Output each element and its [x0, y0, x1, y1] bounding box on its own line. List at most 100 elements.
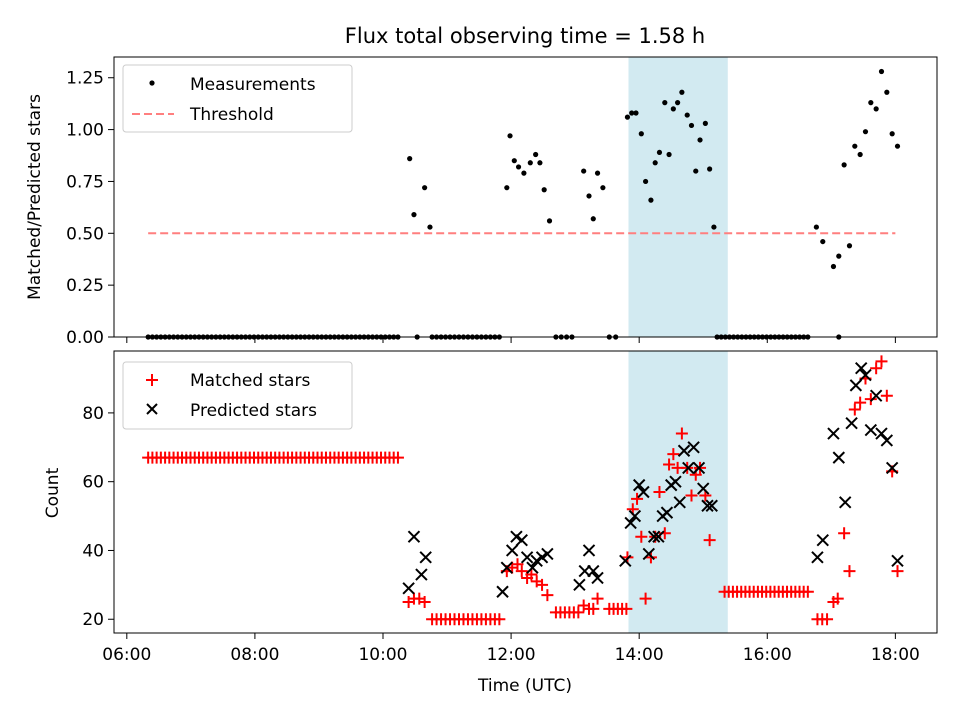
predicted-star-point — [891, 554, 904, 567]
chart-title: Flux total observing time = 1.58 h — [345, 24, 705, 48]
top-y-tick-label: 1.25 — [66, 69, 104, 89]
measurement-point — [149, 334, 155, 340]
matched-star-point — [685, 489, 698, 502]
matched-star-point — [703, 534, 716, 547]
measurement-point — [768, 334, 774, 340]
matched-star-point — [870, 362, 883, 375]
predicted-star-point — [515, 533, 528, 547]
measurement-point — [187, 334, 194, 340]
top-y-tick-label: 0.50 — [66, 224, 104, 244]
measurement-point — [221, 334, 227, 340]
top-highlight-span — [628, 57, 728, 337]
measurement-point — [862, 129, 869, 135]
predicted-star-point — [637, 485, 650, 499]
bottom-y-tick-label: 80 — [82, 404, 104, 424]
measurement-point — [868, 100, 874, 106]
predicted-star-point — [875, 427, 888, 440]
bottom-highlight-span — [628, 351, 728, 633]
measurement-point — [196, 334, 202, 340]
predicted-star-point — [827, 427, 840, 440]
measurement-point — [606, 334, 612, 340]
predicted-star-point — [652, 530, 665, 543]
matched-star-point — [831, 592, 844, 605]
predicted-star-point — [660, 506, 674, 519]
matched-star-point — [843, 565, 856, 578]
measurement-point — [581, 168, 587, 174]
bottom-y-tick-label: 20 — [82, 610, 104, 630]
predicted-star-point — [573, 578, 586, 592]
matched-star-point — [635, 530, 648, 543]
measurement-point — [511, 158, 517, 164]
measurement-point — [714, 334, 720, 340]
measurement-point — [718, 334, 724, 340]
bottom-legend: Matched stars Predicted stars — [122, 361, 353, 430]
predicted-star-point — [505, 544, 519, 557]
measurement-point — [378, 334, 384, 340]
measurement-point — [894, 143, 901, 149]
measurement-point — [323, 334, 329, 340]
measurement-point — [702, 120, 708, 126]
top-y-tick-label: 0.00 — [66, 328, 104, 348]
legend-measurements-label: Measurements — [190, 75, 316, 95]
matched-star-point — [667, 448, 680, 461]
measurement-point — [813, 224, 819, 230]
measurement-point — [652, 160, 658, 166]
predicted-star-point — [496, 585, 509, 598]
matched-star-point — [864, 393, 877, 406]
predicted-star-point — [407, 530, 421, 543]
measurement-point — [780, 334, 786, 340]
measurement-point — [805, 334, 811, 340]
matched-star-point — [875, 355, 888, 368]
matched-star-point — [511, 558, 524, 571]
measurement-point — [569, 334, 575, 340]
measurement-point — [162, 334, 168, 340]
predicted-star-point — [687, 441, 700, 454]
measurement-point — [633, 110, 639, 116]
measurement-point — [353, 334, 359, 340]
predicted-star-point — [669, 475, 682, 488]
predicted-star-point — [855, 361, 868, 375]
measurement-point — [624, 114, 631, 120]
matched-star-point — [541, 589, 554, 602]
measurement-point — [722, 334, 728, 340]
measurement-point — [521, 170, 527, 176]
matched-star-point — [653, 486, 666, 498]
measurement-point — [662, 100, 668, 106]
measurement-point — [747, 334, 753, 340]
predicted-star-point — [673, 496, 686, 509]
measurement-point — [553, 334, 559, 340]
measurement-point — [175, 334, 181, 340]
measurement-point — [247, 334, 253, 340]
predicted-star-point — [628, 509, 642, 523]
predicted-star-point — [859, 368, 872, 382]
measurement-point — [533, 151, 539, 158]
predicted-star-point — [419, 551, 432, 564]
predicted-star-point — [697, 482, 710, 495]
measurement-point — [504, 185, 510, 191]
measurement-point — [456, 334, 462, 340]
measurement-point — [515, 164, 522, 170]
measurement-point — [259, 334, 266, 340]
measurement-point — [154, 334, 160, 340]
measurement-point — [327, 334, 333, 340]
predicted-star-point — [510, 530, 523, 543]
predicted-star-point — [632, 478, 646, 492]
legend-predicted-label: Predicted stars — [190, 401, 317, 421]
predicted-star-point — [701, 499, 714, 512]
measurement-point — [784, 334, 790, 340]
measurement-point — [507, 133, 513, 139]
measurement-point — [755, 334, 761, 340]
measurement-point — [474, 334, 480, 340]
measurement-point — [422, 185, 428, 191]
matched-star-point — [418, 596, 431, 609]
measurement-point — [796, 334, 803, 340]
bottom-axes-frame — [113, 350, 938, 634]
predicted-star-point — [692, 461, 706, 475]
predicted-star-point — [869, 389, 883, 402]
bottom-y-tick-label: 60 — [82, 473, 104, 493]
predicted-star-point — [832, 451, 846, 464]
measurement-point — [268, 334, 274, 340]
x-tick-label: 10:00 — [358, 645, 407, 665]
measurement-point — [166, 334, 172, 340]
top-legend: Measurements Threshold — [122, 64, 353, 133]
